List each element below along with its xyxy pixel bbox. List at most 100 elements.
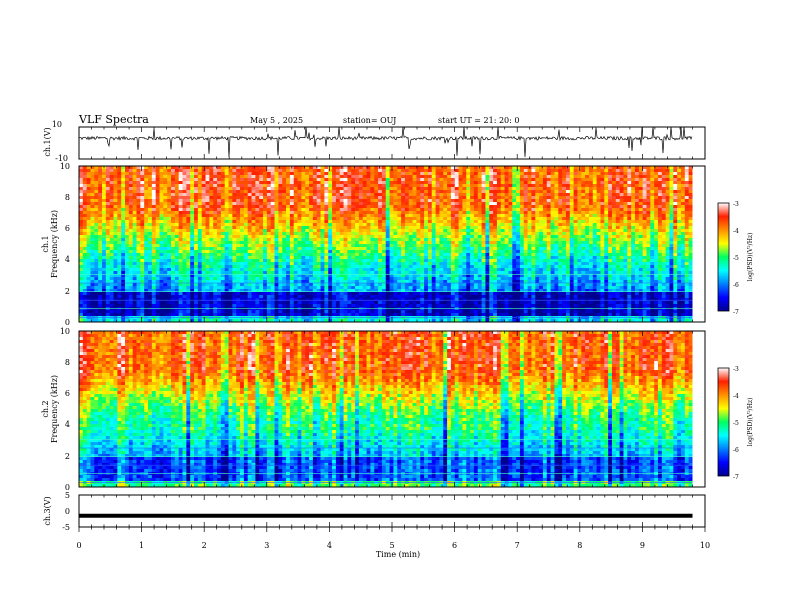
spectrogram-cell: [339, 247, 344, 251]
spectrogram-cell: [381, 241, 387, 245]
spectrogram-cell: [546, 223, 552, 227]
spectrogram-cell: [286, 193, 291, 197]
spectrogram-cell: [163, 259, 168, 263]
spectrogram-cell: [680, 193, 686, 197]
spectrogram-cell: [542, 223, 548, 227]
spectrogram-cell: [343, 238, 348, 242]
spectrogram-cell: [485, 181, 490, 185]
spectrogram-cell: [167, 202, 172, 206]
spectrogram-cell: [516, 232, 521, 236]
spectrogram-cell: [274, 166, 279, 170]
spectrogram-cell: [378, 229, 383, 233]
spectrogram-cell: [397, 178, 402, 182]
spectrogram-cell: [117, 253, 122, 257]
spectrogram-cell: [638, 250, 644, 254]
spectrogram-cell: [251, 211, 256, 215]
spectrogram-cell: [385, 169, 390, 173]
spectrogram-cell: [79, 199, 84, 203]
spectrogram-cell: [573, 256, 578, 260]
spectrogram-cell: [155, 205, 160, 209]
spectrogram-cell: [121, 256, 126, 260]
spectrogram-cell: [121, 259, 126, 263]
spectrogram-cell: [236, 187, 241, 191]
spectrogram-cell: [370, 244, 375, 248]
spectrogram-cell: [677, 184, 682, 188]
spectrogram-cell: [539, 211, 544, 215]
spectrogram-cell: [312, 202, 318, 206]
spectrogram-cell: [148, 178, 153, 182]
spectrogram-cell: [109, 169, 114, 173]
spectrogram-cell: [470, 169, 475, 173]
spectrogram-cell: [155, 190, 160, 194]
spectrogram-cell: [404, 253, 410, 257]
spectrogram-cell: [512, 169, 517, 173]
spectrogram-cell: [351, 235, 356, 239]
spectrogram-cell: [531, 223, 536, 227]
spectrogram-cell: [209, 253, 214, 257]
spectrogram-cell: [634, 253, 640, 257]
spectrogram-cell: [443, 172, 448, 176]
spectrogram-cell: [389, 178, 394, 182]
spectrogram-cell: [289, 211, 295, 215]
spectrogram-cell: [493, 235, 498, 239]
spectrogram-cell: [420, 211, 425, 215]
spectrogram-cell: [171, 247, 176, 251]
spectrogram-cell: [312, 241, 318, 245]
spectrogram-cell: [305, 184, 310, 188]
spectrogram-cell: [516, 211, 521, 215]
spectrogram-cell: [205, 253, 210, 257]
spectrogram-cell: [213, 202, 218, 206]
spectrogram-cell: [362, 166, 367, 170]
spectrogram-cell: [600, 238, 605, 242]
spectrogram-cell: [159, 217, 164, 221]
spectrogram-cell: [500, 181, 505, 185]
spectrogram-cell: [355, 226, 360, 230]
spectrogram-cell: [638, 190, 644, 194]
spectrogram-cell: [309, 217, 314, 221]
spectrogram-cell: [347, 232, 352, 236]
spectrogram-cell: [86, 247, 91, 251]
spectrogram-cell: [113, 259, 118, 263]
spectrogram-cell: [631, 190, 636, 194]
ch1-spectrogram-panel: 0 2 4 6 8 10 ch.1 Frequency (kHz) -3 -4 …: [41, 162, 754, 327]
spectrogram-cell: [638, 232, 644, 236]
spectrogram-cell: [151, 205, 157, 209]
spectrogram-cell: [554, 175, 559, 179]
spectrogram-cell: [401, 169, 406, 173]
spectrogram-cell: [581, 232, 586, 236]
spectrogram-cell: [496, 217, 502, 221]
spectrogram-cell: [286, 256, 291, 260]
spectrogram-cell: [151, 202, 157, 206]
spectrogram-cell: [121, 190, 126, 194]
spectrogram-cell: [178, 202, 183, 206]
spectrogram-cell: [362, 235, 367, 239]
spectrogram-cell: [654, 175, 659, 179]
spectrogram-cell: [535, 196, 540, 200]
spectrogram-cell: [105, 184, 111, 188]
spectrogram-cell: [454, 214, 459, 218]
spectrogram-cell: [182, 172, 187, 176]
spectrogram-cell: [286, 238, 291, 242]
spectrogram-cell: [608, 190, 613, 194]
spectrogram-cell: [427, 214, 433, 218]
spectrogram-cell: [186, 205, 191, 209]
spectrogram-cell: [412, 217, 417, 221]
spectrogram-cell: [190, 187, 195, 191]
spectrogram-cell: [389, 199, 394, 203]
spectrogram-cell: [489, 211, 494, 215]
spectrogram-cell: [493, 175, 498, 179]
spectrogram-cell: [186, 211, 191, 215]
spectrogram-cell: [569, 175, 575, 179]
spectrogram-cell: [82, 184, 88, 188]
spectrogram-cell: [669, 187, 674, 191]
spectrogram-cell: [535, 226, 540, 230]
spectrogram-cell: [508, 217, 513, 221]
spectrogram-cell: [527, 217, 532, 221]
spectrogram-cell: [412, 178, 417, 182]
spectrogram-cell: [347, 172, 352, 176]
spectrogram-cell: [362, 211, 367, 215]
spectrogram-cell: [542, 238, 548, 242]
spectrogram-cell: [435, 244, 440, 248]
spectrogram-cell: [657, 202, 663, 206]
spectrogram-cell: [420, 238, 425, 242]
